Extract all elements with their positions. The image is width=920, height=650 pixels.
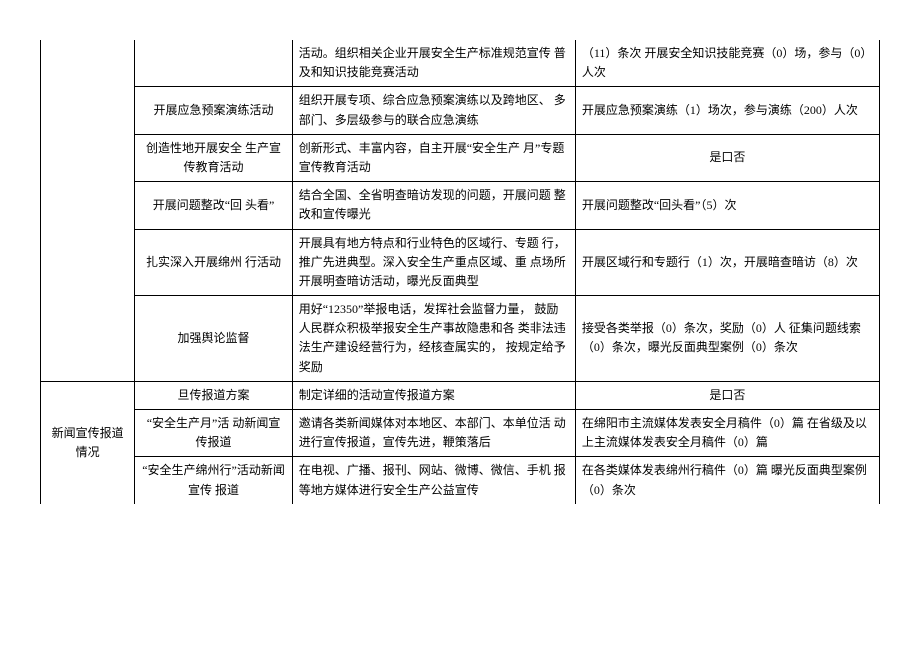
- cell-result: 接受各类举报（0）条次，奖励（0）人 征集问题线索（0）条次，曝光反面典型案例（…: [575, 296, 879, 382]
- table-row: 开展问题整改“回 头看” 结合全国、全省明查暗访发现的问题，开展问题 整改和宣传…: [41, 182, 880, 229]
- table-row: 扎实深入开展绵州 行活动 开展具有地方特点和行业特色的区域行、专题 行，推广先进…: [41, 229, 880, 296]
- cell-result: 是口否: [575, 381, 879, 409]
- table-row: 活动。组织相关企业开展安全生产标准规范宣传 普及和知识技能竞赛活动 （11）条次…: [41, 40, 880, 87]
- cell-activity: 扎实深入开展绵州 行活动: [135, 229, 292, 296]
- cell-desc: 在电视、广播、报刊、网站、微博、微信、手机 报等地方媒体进行安全生产公益宣传: [292, 457, 575, 504]
- cell-activity: “安全生产绵州行”活动新闻宣传 报道: [135, 457, 292, 504]
- cell-desc: 组织开展专项、综合应急预案演练以及跨地区、 多部门、多层级参与的联合应急演练: [292, 87, 575, 134]
- cell-activity: 开展问题整改“回 头看”: [135, 182, 292, 229]
- table-row: 加强舆论监督 用好“12350”举报电话，发挥社会监督力量， 鼓励人民群众积极举…: [41, 296, 880, 382]
- cell-activity: 开展应急预案演练活动: [135, 87, 292, 134]
- cell-result: 开展区域行和专题行（1）次，开展暗查暗访（8）次: [575, 229, 879, 296]
- cell-activity: 加强舆论监督: [135, 296, 292, 382]
- cell-desc: 结合全国、全省明查暗访发现的问题，开展问题 整改和宣传曝光: [292, 182, 575, 229]
- cell-result: 在各类媒体发表绵州行稿件（0）篇 曝光反面典型案例（0）条次: [575, 457, 879, 504]
- cell-activity: 创造性地开展安全 生产宣传教育活动: [135, 134, 292, 181]
- cell-desc: 活动。组织相关企业开展安全生产标准规范宣传 普及和知识技能竞赛活动: [292, 40, 575, 87]
- report-table: 活动。组织相关企业开展安全生产标准规范宣传 普及和知识技能竞赛活动 （11）条次…: [40, 40, 880, 504]
- table-row: 开展应急预案演练活动 组织开展专项、综合应急预案演练以及跨地区、 多部门、多层级…: [41, 87, 880, 134]
- cell-desc: 开展具有地方特点和行业特色的区域行、专题 行，推广先进典型。深入安全生产重点区域…: [292, 229, 575, 296]
- cell-cat-blank: [41, 40, 135, 381]
- cell-activity: “安全生产月”活 动新闻宣传报道: [135, 410, 292, 457]
- cell-desc: 邀请各类新闻媒体对本地区、本部门、本单位活 动进行宣传报道，宣传先进，鞭策落后: [292, 410, 575, 457]
- cell-desc: 用好“12350”举报电话，发挥社会监督力量， 鼓励人民群众积极举报安全生产事故…: [292, 296, 575, 382]
- table-row: “安全生产绵州行”活动新闻宣传 报道 在电视、广播、报刊、网站、微博、微信、手机…: [41, 457, 880, 504]
- cell-result: 在绵阳市主流媒体发表安全月稿件（0）篇 在省级及以上主流媒体发表安全月稿件（0）…: [575, 410, 879, 457]
- cell-result: 开展应急预案演练（1）场次，参与演练（200）人次: [575, 87, 879, 134]
- table-row: 新闻宣传报道情况 旦传报道方案 制定详细的活动宣传报道方案 是口否: [41, 381, 880, 409]
- cell-category: 新闻宣传报道情况: [41, 381, 135, 503]
- table-row: 创造性地开展安全 生产宣传教育活动 创新形式、丰富内容，自主开展“安全生产 月”…: [41, 134, 880, 181]
- cell-result: 是口否: [575, 134, 879, 181]
- cell-result: （11）条次 开展安全知识技能竞赛（0）场，参与（0）人次: [575, 40, 879, 87]
- cell-result: 开展问题整改“回头看”（5）次: [575, 182, 879, 229]
- cell-activity: 旦传报道方案: [135, 381, 292, 409]
- cell-desc: 制定详细的活动宣传报道方案: [292, 381, 575, 409]
- cell-desc: 创新形式、丰富内容，自主开展“安全生产 月”专题宣传教育活动: [292, 134, 575, 181]
- table-row: “安全生产月”活 动新闻宣传报道 邀请各类新闻媒体对本地区、本部门、本单位活 动…: [41, 410, 880, 457]
- cell-activity: [135, 40, 292, 87]
